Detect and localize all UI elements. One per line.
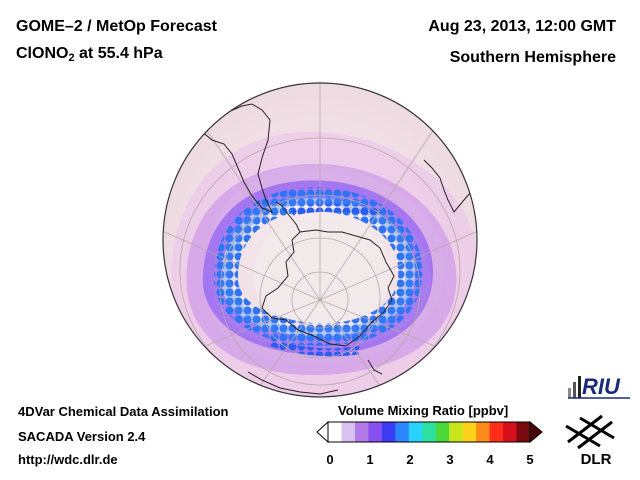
colorbar-tick-label: 2	[406, 452, 414, 467]
dark-blue-arc-top	[291, 203, 382, 218]
dlr-logo: DLR	[565, 414, 615, 468]
colorbar-segment	[489, 422, 504, 442]
dlr-emblem	[565, 414, 615, 450]
colorbar-segment	[462, 422, 477, 442]
colorbar-tick-label: 5	[526, 452, 534, 467]
colorbar-min-arrow	[316, 420, 329, 444]
system-label: 4DVar Chemical Data Assimilation	[18, 404, 229, 419]
colorbar-segment	[449, 422, 464, 442]
colorbar-frame	[327, 421, 531, 443]
graticule	[163, 83, 477, 397]
colorbar-segment	[435, 422, 450, 442]
colorbar-segment	[422, 422, 437, 442]
colorbar-max-arrow	[529, 420, 543, 444]
colorbar-segment	[368, 422, 383, 442]
outer-enhancement-band	[171, 131, 477, 397]
colorbar-segment	[395, 422, 410, 442]
species-level: at 55.4 hPa	[74, 45, 163, 62]
riu-bar-3	[578, 376, 581, 398]
riu-text: RIU	[582, 374, 621, 399]
riu-logo: RIU	[568, 374, 630, 399]
colorbar-tick-label: 0	[326, 452, 334, 467]
riu-bar-1	[568, 388, 571, 398]
globe-field	[163, 83, 477, 397]
colorbar-segment	[408, 422, 423, 442]
hemisphere-label: Southern Hemisphere	[449, 49, 616, 66]
colorbar-segment	[328, 422, 343, 442]
species-subscript: 2	[68, 52, 75, 64]
colorbar-segment	[354, 422, 369, 442]
colorbar-tick-label: 1	[366, 452, 374, 467]
species-name: ClONO	[16, 45, 69, 62]
colorbar-segment	[381, 422, 396, 442]
forecast-datetime: Aug 23, 2013, 12:00 GMT	[428, 18, 616, 35]
purple-band	[186, 163, 457, 376]
depleted-core	[254, 217, 392, 324]
colorbar-segment	[476, 422, 491, 442]
colorbar	[316, 420, 543, 444]
riu-bar-2	[573, 382, 576, 398]
dark-blue-arc-bottom	[268, 338, 361, 357]
colorbar-tick-label: 4	[486, 452, 494, 467]
url-label: http://wdc.dlr.de	[18, 452, 118, 467]
globe-outline	[162, 82, 478, 398]
product-title: GOME–2 / MetOp Forecast	[16, 18, 217, 35]
colorbar-segment	[516, 422, 531, 442]
dlr-text: DLR	[581, 451, 612, 468]
colorbar-segment	[503, 422, 518, 442]
version-label: SACADA Version 2.4	[18, 429, 146, 444]
colorbar-title: Volume Mixing Ratio [ppbv]	[338, 403, 509, 418]
colorbar-tick-label: 3	[446, 452, 454, 467]
colorbar-segments	[328, 422, 531, 442]
colorbar-segment	[341, 422, 356, 442]
species-title: ClONO2 at 55.4 hPa	[16, 45, 163, 64]
